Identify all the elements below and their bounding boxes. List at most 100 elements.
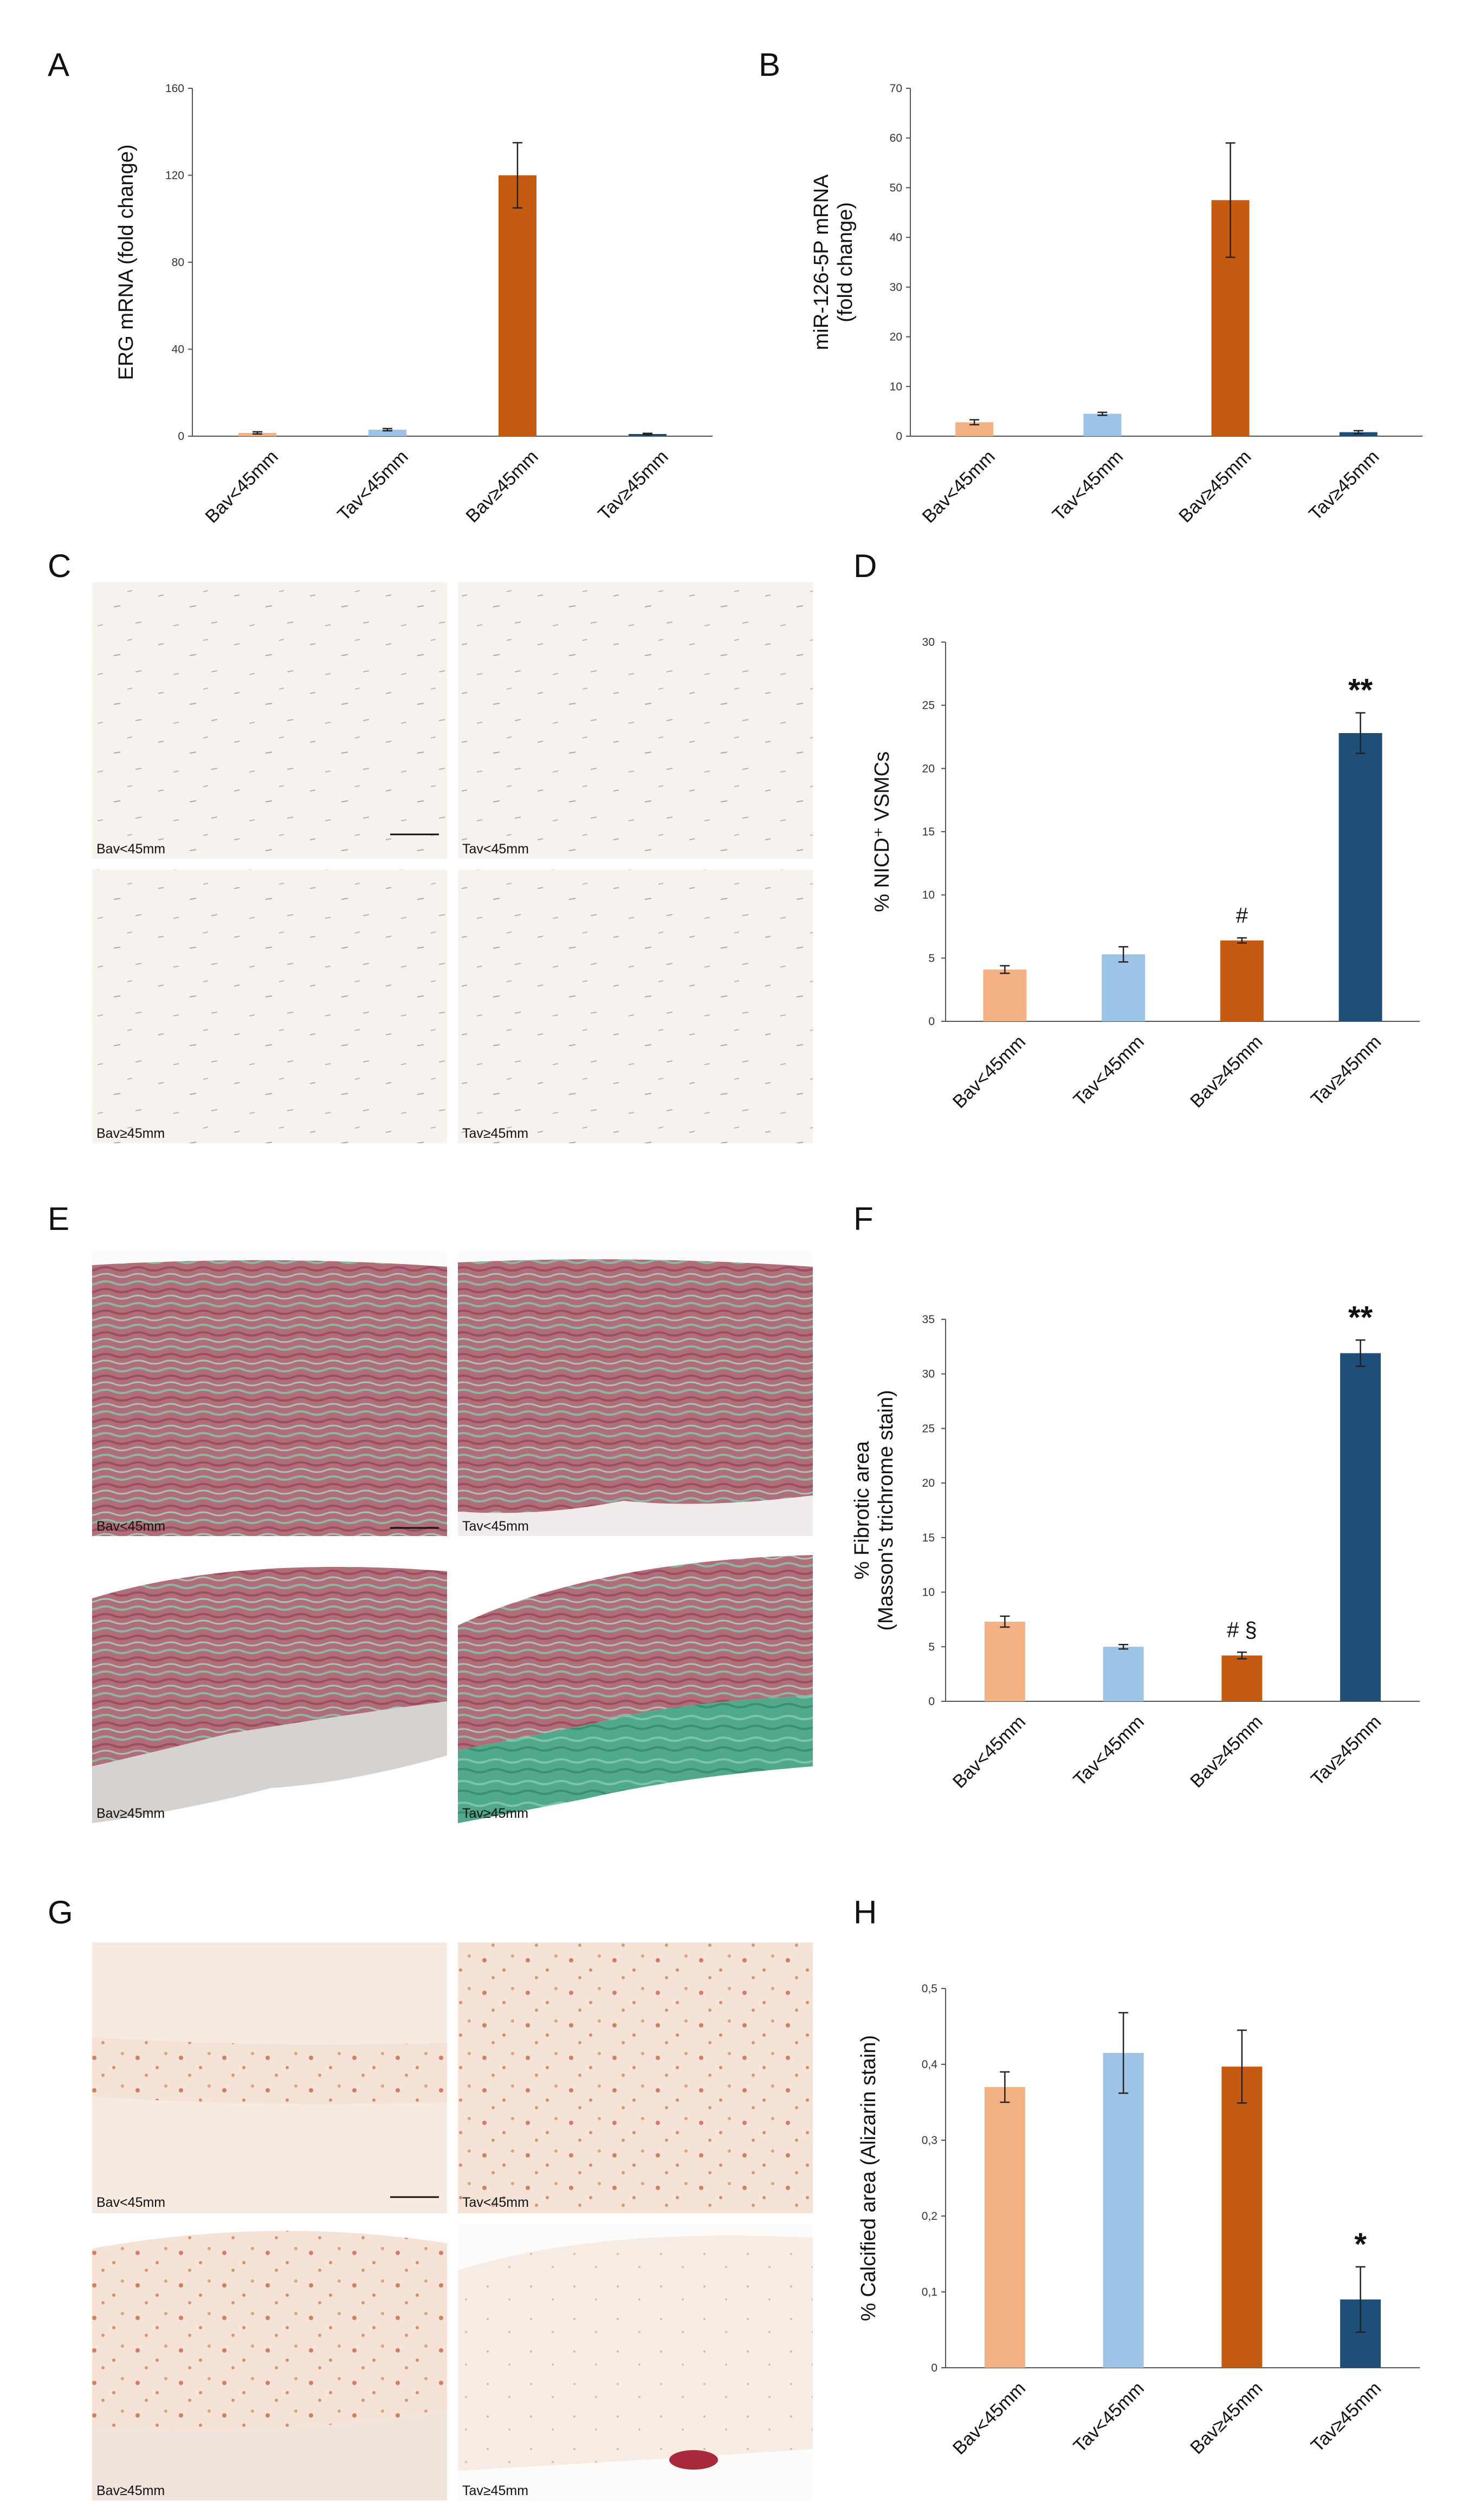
micrograph-label: Bav<45mm [96, 1519, 165, 1534]
category-label: Bav<45mm [949, 1712, 1030, 1792]
micrograph-grid-g: Bav<45mm Tav<45mm Bav≥45mm Tav≥45mm [92, 1942, 813, 2500]
category-label: Tav<45mm [1070, 2378, 1148, 2457]
y-axis-label: miR-126-5P mRNA [810, 174, 833, 350]
category-label: Tav≥45mm [1307, 1032, 1385, 1110]
category-label: Bav≥45mm [1186, 2378, 1266, 2458]
micrograph-label: Tav<45mm [462, 1519, 529, 1534]
y-tick-label: 15 [922, 826, 935, 838]
category-label: Bav≥45mm [1186, 1032, 1266, 1112]
micrograph-label: Bav≥45mm [96, 1806, 165, 1821]
category-label: Bav<45mm [918, 446, 999, 527]
micrograph-grid-e: Bav<45mm Tav<45mm Bav≥45mm Tav≥45mm [92, 1252, 813, 1823]
micrograph-g-tav-ge45 [458, 2236, 813, 2471]
category-label: Tav<45mm [334, 446, 412, 525]
micrograph-c-tav-lt45 [458, 582, 813, 859]
y-tick-label: 30 [922, 1368, 935, 1381]
chart-a: 0 40 80 120 160 ERG mRNA (fold change) Bav<45m… [115, 82, 713, 527]
bar [1102, 954, 1146, 1021]
micrograph-e-tav-ge45 [458, 1555, 813, 1750]
y-tick-label: 50 [890, 182, 902, 194]
panel-letter-c: C [48, 548, 71, 584]
y-tick-label: 0 [928, 1015, 935, 1028]
category-label: Tav≥45mm [1305, 446, 1383, 524]
panel-letter-h: H [853, 1894, 877, 1931]
y-tick-label: 25 [922, 1422, 935, 1435]
micrograph-label: Tav≥45mm [462, 1806, 528, 1821]
category-label: Bav<45mm [949, 1032, 1030, 1112]
y-tick-label: 20 [922, 1477, 935, 1489]
y-tick-label: 40 [172, 344, 184, 356]
category-label: Tav≥45mm [594, 446, 672, 524]
category-label: Bav≥45mm [1186, 1712, 1266, 1792]
micrograph-e-tav-lt45-adventitia [458, 1495, 813, 1536]
micrograph-c-bav-ge45 [92, 870, 447, 1143]
micrograph-label: Bav≥45mm [96, 1126, 165, 1141]
micrograph-e-bav-ge45-adventitia [92, 1701, 447, 1823]
bar [499, 175, 536, 436]
y-axis-label: % Fibrotic area [851, 1441, 874, 1579]
chart-b: 0 10 20 30 40 50 60 70 miR-126-5P mRNA (fold chan… [810, 82, 1422, 527]
y-tick-label: 5 [928, 1641, 935, 1653]
chart-d: 0 5 10 15 20 25 30 % NICD⁺ VSMCs Bav<45mm Tav<45m… [871, 636, 1420, 1112]
y-tick-label: 10 [922, 889, 935, 902]
bar [984, 1621, 1025, 1701]
micrograph-label: Bav≥45mm [96, 2483, 165, 2498]
y-tick-label: 10 [922, 1586, 935, 1599]
micrograph-label: Tav<45mm [462, 841, 529, 857]
micrograph-g-tav-ge45-vessel [669, 2450, 718, 2470]
y-tick-label: 0 [178, 430, 184, 443]
y-tick-label: 0 [896, 430, 902, 443]
significance-marker: # [1236, 904, 1248, 928]
micrograph-label: Bav<45mm [96, 2195, 165, 2210]
y-tick-label: 30 [890, 281, 902, 294]
category-label: Tav<45mm [1049, 446, 1127, 525]
y-tick-label: 10 [890, 380, 902, 393]
micrograph-label: Tav≥45mm [462, 1126, 528, 1141]
chart-h: 0 0,1 0,2 0,3 0,4 0,5 % Calcified area (Alizar… [857, 1983, 1420, 2459]
y-axis-label: ERG mRNA (fold change) [115, 144, 138, 380]
bar [1220, 940, 1264, 1021]
micrograph-label: Bav<45mm [96, 841, 165, 857]
micrograph-label: Tav<45mm [462, 2195, 529, 2210]
y-tick-label: 0,5 [922, 1983, 937, 1995]
panel-letter-d: D [853, 548, 877, 584]
y-tick-label: 30 [922, 636, 935, 649]
bar [368, 429, 406, 436]
category-label: Tav≥45mm [1307, 2378, 1385, 2456]
bar [1103, 2053, 1144, 2368]
y-axis-label: (fold change) [834, 202, 857, 322]
bar [1221, 2066, 1263, 2368]
y-tick-label: 35 [922, 1313, 935, 1326]
category-label: Bav≥45mm [1175, 446, 1255, 527]
y-tick-label: 0,1 [922, 2286, 937, 2298]
micrograph-g-tav-lt45 [458, 1942, 813, 2213]
significance-marker: # § [1227, 1618, 1257, 1642]
y-tick-label: 20 [890, 331, 902, 344]
y-axis-label: % Calcified area (Alizarin stain) [857, 2035, 880, 2321]
micrograph-label: Tav≥45mm [462, 2483, 528, 2498]
bar [983, 969, 1027, 1021]
micrograph-e-bav-ge45 [92, 1566, 447, 1766]
micrograph-c-tav-ge45 [458, 870, 813, 1143]
y-tick-label: 15 [922, 1532, 935, 1544]
y-tick-label: 0 [931, 2362, 937, 2374]
category-label: Tav<45mm [1070, 1712, 1148, 1790]
micrograph-c-bav-lt45 [92, 582, 447, 859]
significance-marker: ** [1348, 1300, 1373, 1335]
significance-marker: ** [1348, 673, 1373, 708]
bar [1083, 413, 1122, 436]
y-tick-label: 5 [928, 952, 935, 964]
micrograph-grid-c: Bav<45mm Tav<45mm Bav≥45mm Tav≥45mm [92, 582, 813, 1143]
panel-letter-g: G [48, 1894, 73, 1931]
category-label: Tav<45mm [1070, 1032, 1148, 1110]
panel-letter-b: B [759, 47, 780, 83]
micrograph-e-tav-ge45-fibrosis [458, 1696, 813, 1823]
bar [1340, 1353, 1381, 1701]
y-tick-label: 0,2 [922, 2210, 937, 2223]
bar [1221, 1655, 1263, 1701]
panel-letter-f: F [853, 1201, 874, 1237]
panel-letter-e: E [48, 1201, 69, 1237]
micrograph-e-tav-lt45 [458, 1259, 813, 1513]
micrograph-g-bav-ge45-adventitia [92, 2411, 447, 2500]
